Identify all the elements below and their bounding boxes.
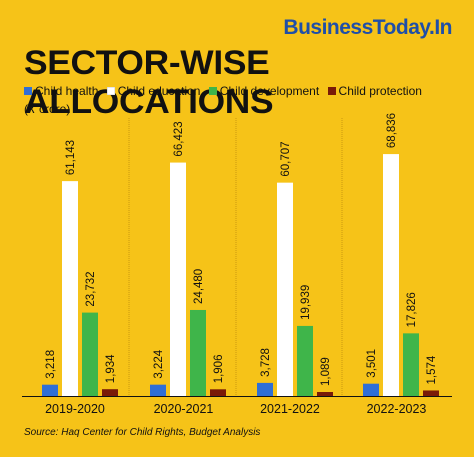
data-label: 19,939 xyxy=(300,285,312,320)
data-label: 3,728 xyxy=(260,348,272,377)
bar xyxy=(190,309,206,396)
data-label: 1,906 xyxy=(213,355,225,384)
bar xyxy=(150,384,166,396)
legend-label: Child protection xyxy=(338,84,422,98)
bar xyxy=(210,389,226,396)
data-label: 17,826 xyxy=(406,292,418,327)
bar xyxy=(170,162,186,396)
data-label: 68,836 xyxy=(386,113,398,148)
data-label: 1,574 xyxy=(426,355,438,384)
x-tick-label: 2022-2023 xyxy=(367,402,427,416)
bar xyxy=(102,389,118,396)
bar xyxy=(82,312,98,396)
brand-logo: BusinessToday.In xyxy=(283,16,452,39)
legend-label: Child health xyxy=(35,84,99,98)
data-label: 61,143 xyxy=(65,140,77,175)
legend-swatch xyxy=(327,87,336,95)
bar xyxy=(62,181,78,396)
data-label: 23,732 xyxy=(85,271,97,306)
x-tick-label: 2019-2020 xyxy=(45,402,105,416)
chart-title: SECTOR-WISE ALLOCATIONS xyxy=(24,44,274,121)
unit-label: (₹ crore) xyxy=(24,102,71,116)
data-label: 1,089 xyxy=(320,357,332,386)
legend-label: Child education xyxy=(117,84,201,98)
x-tick-label: 2021-2022 xyxy=(260,402,320,416)
legend-swatch xyxy=(24,87,32,95)
data-label: 3,218 xyxy=(45,350,57,379)
source-note: Source: Haq Center for Child Rights, Bud… xyxy=(24,427,261,438)
chart-legend: Child health Child education Child devel… xyxy=(24,84,427,98)
legend-swatch xyxy=(106,87,115,95)
bar xyxy=(383,154,399,396)
data-label: 3,501 xyxy=(366,349,378,378)
legend-item: Child protection xyxy=(327,84,422,98)
bar xyxy=(257,382,273,396)
data-label: 24,480 xyxy=(193,269,205,304)
bar xyxy=(403,333,419,396)
x-tick-label: 2020-2021 xyxy=(154,402,214,416)
bar xyxy=(277,182,293,396)
bar xyxy=(363,383,379,396)
legend-item: Child health xyxy=(24,84,98,98)
bar xyxy=(42,384,58,396)
legend-item: Child development xyxy=(208,84,320,98)
data-label: 66,423 xyxy=(173,121,185,156)
legend-item: Child education xyxy=(106,84,201,98)
data-label: 1,934 xyxy=(105,354,117,383)
bar xyxy=(317,392,333,396)
legend-swatch xyxy=(208,87,217,95)
bar xyxy=(423,390,439,396)
data-label: 60,707 xyxy=(280,141,292,176)
bar xyxy=(297,325,313,396)
legend-label: Child development xyxy=(219,84,320,98)
data-label: 3,224 xyxy=(153,349,165,378)
